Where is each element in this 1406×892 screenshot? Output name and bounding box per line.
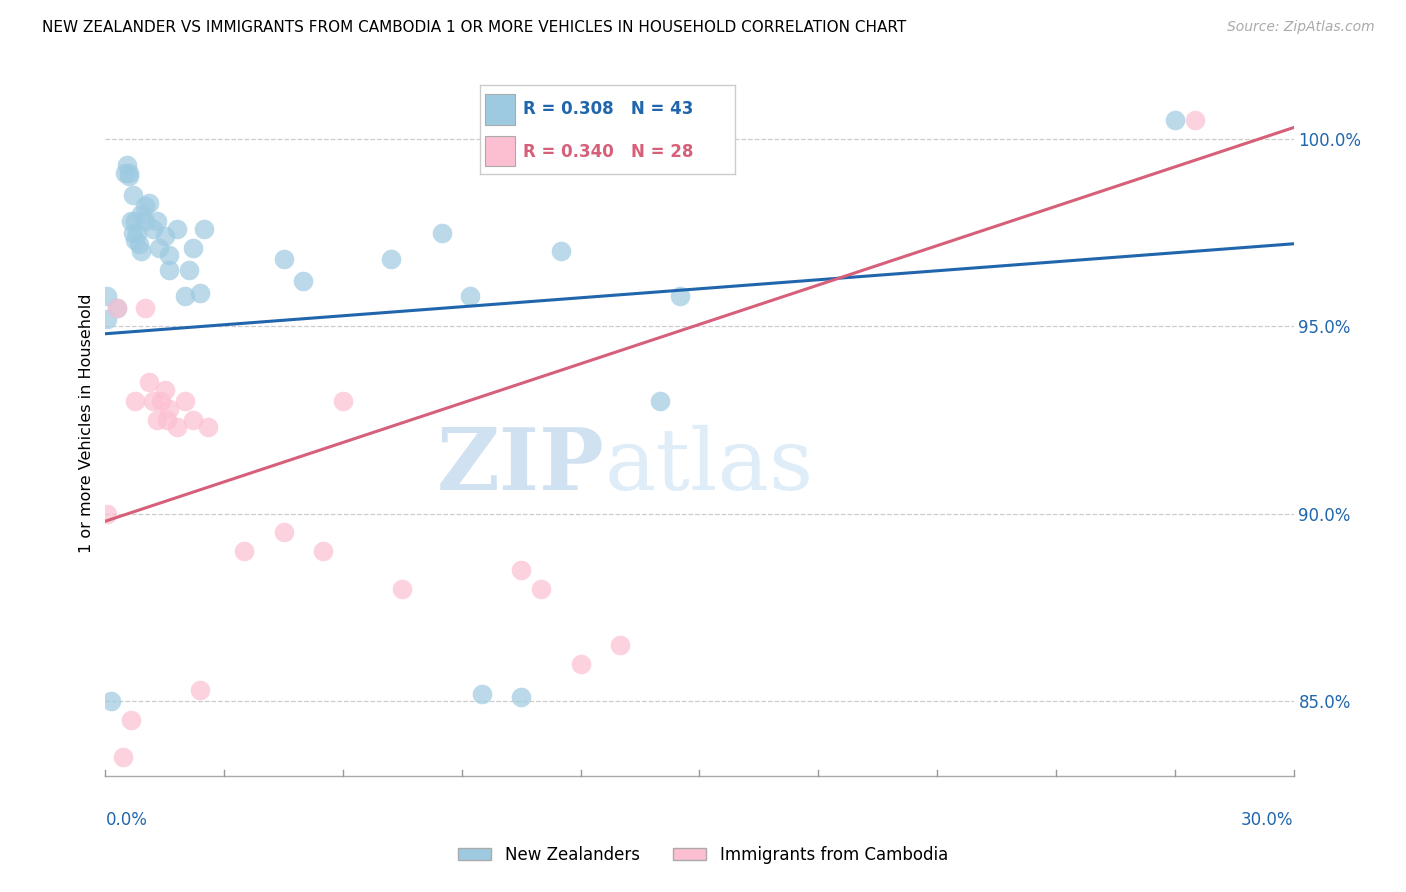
Point bbox=[120, 713, 142, 727]
Point bbox=[138, 376, 160, 390]
Point bbox=[190, 682, 212, 697]
Point bbox=[118, 165, 141, 179]
Point bbox=[148, 240, 170, 254]
Point bbox=[648, 394, 671, 409]
Point bbox=[138, 195, 160, 210]
Point bbox=[100, 694, 122, 708]
Point bbox=[273, 525, 295, 540]
Point bbox=[105, 301, 128, 315]
Point bbox=[96, 507, 118, 521]
Point bbox=[120, 214, 142, 228]
Point bbox=[391, 582, 413, 596]
Point bbox=[134, 214, 156, 228]
Point bbox=[332, 394, 354, 409]
Point bbox=[510, 690, 533, 705]
Point bbox=[430, 226, 453, 240]
Point bbox=[668, 289, 690, 303]
Point bbox=[173, 289, 195, 303]
Text: NEW ZEALANDER VS IMMIGRANTS FROM CAMBODIA 1 OR MORE VEHICLES IN HOUSEHOLD CORREL: NEW ZEALANDER VS IMMIGRANTS FROM CAMBODI… bbox=[42, 20, 907, 35]
Point bbox=[124, 214, 146, 228]
Point bbox=[510, 563, 533, 577]
Point bbox=[124, 394, 146, 409]
Point bbox=[569, 657, 592, 671]
Point bbox=[153, 229, 176, 244]
Point bbox=[380, 252, 402, 266]
Point bbox=[115, 158, 138, 172]
Point bbox=[112, 750, 135, 764]
Point bbox=[134, 301, 156, 315]
Text: Source: ZipAtlas.com: Source: ZipAtlas.com bbox=[1227, 20, 1375, 34]
Point bbox=[166, 420, 188, 434]
Point bbox=[122, 226, 145, 240]
Point bbox=[166, 221, 188, 235]
Point bbox=[458, 289, 481, 303]
Point bbox=[190, 285, 212, 300]
Point bbox=[471, 687, 494, 701]
Point bbox=[233, 544, 256, 558]
Point bbox=[1164, 113, 1187, 128]
Text: ZIP: ZIP bbox=[437, 424, 605, 508]
Point bbox=[128, 236, 150, 251]
Point bbox=[530, 582, 553, 596]
Point bbox=[96, 289, 118, 303]
Text: atlas: atlas bbox=[605, 425, 814, 508]
Point bbox=[96, 311, 118, 326]
Text: 30.0%: 30.0% bbox=[1241, 811, 1294, 829]
Point bbox=[173, 394, 195, 409]
Point bbox=[609, 638, 631, 652]
Point bbox=[129, 244, 152, 259]
Point bbox=[153, 383, 176, 397]
Point bbox=[149, 394, 172, 409]
Text: 0.0%: 0.0% bbox=[105, 811, 148, 829]
Point bbox=[1184, 113, 1206, 128]
Point bbox=[129, 207, 152, 221]
Point bbox=[105, 301, 128, 315]
Point bbox=[157, 401, 180, 416]
Point bbox=[292, 274, 315, 288]
Point bbox=[127, 226, 149, 240]
Point bbox=[157, 248, 180, 262]
Point bbox=[122, 188, 145, 202]
Legend: New Zealanders, Immigrants from Cambodia: New Zealanders, Immigrants from Cambodia bbox=[451, 839, 955, 871]
Point bbox=[142, 221, 165, 235]
Point bbox=[197, 420, 219, 434]
Point bbox=[142, 394, 165, 409]
Point bbox=[181, 413, 204, 427]
Point bbox=[193, 221, 215, 235]
Point bbox=[273, 252, 295, 266]
Point bbox=[118, 169, 141, 184]
Y-axis label: 1 or more Vehicles in Household: 1 or more Vehicles in Household bbox=[79, 294, 94, 553]
Point bbox=[134, 199, 156, 213]
Point bbox=[114, 165, 136, 179]
Point bbox=[124, 233, 146, 247]
Point bbox=[177, 263, 200, 277]
Point bbox=[146, 413, 169, 427]
Point bbox=[156, 413, 179, 427]
Point bbox=[550, 244, 572, 259]
Point bbox=[146, 214, 169, 228]
Point bbox=[181, 240, 204, 254]
Point bbox=[157, 263, 180, 277]
Point bbox=[312, 544, 335, 558]
